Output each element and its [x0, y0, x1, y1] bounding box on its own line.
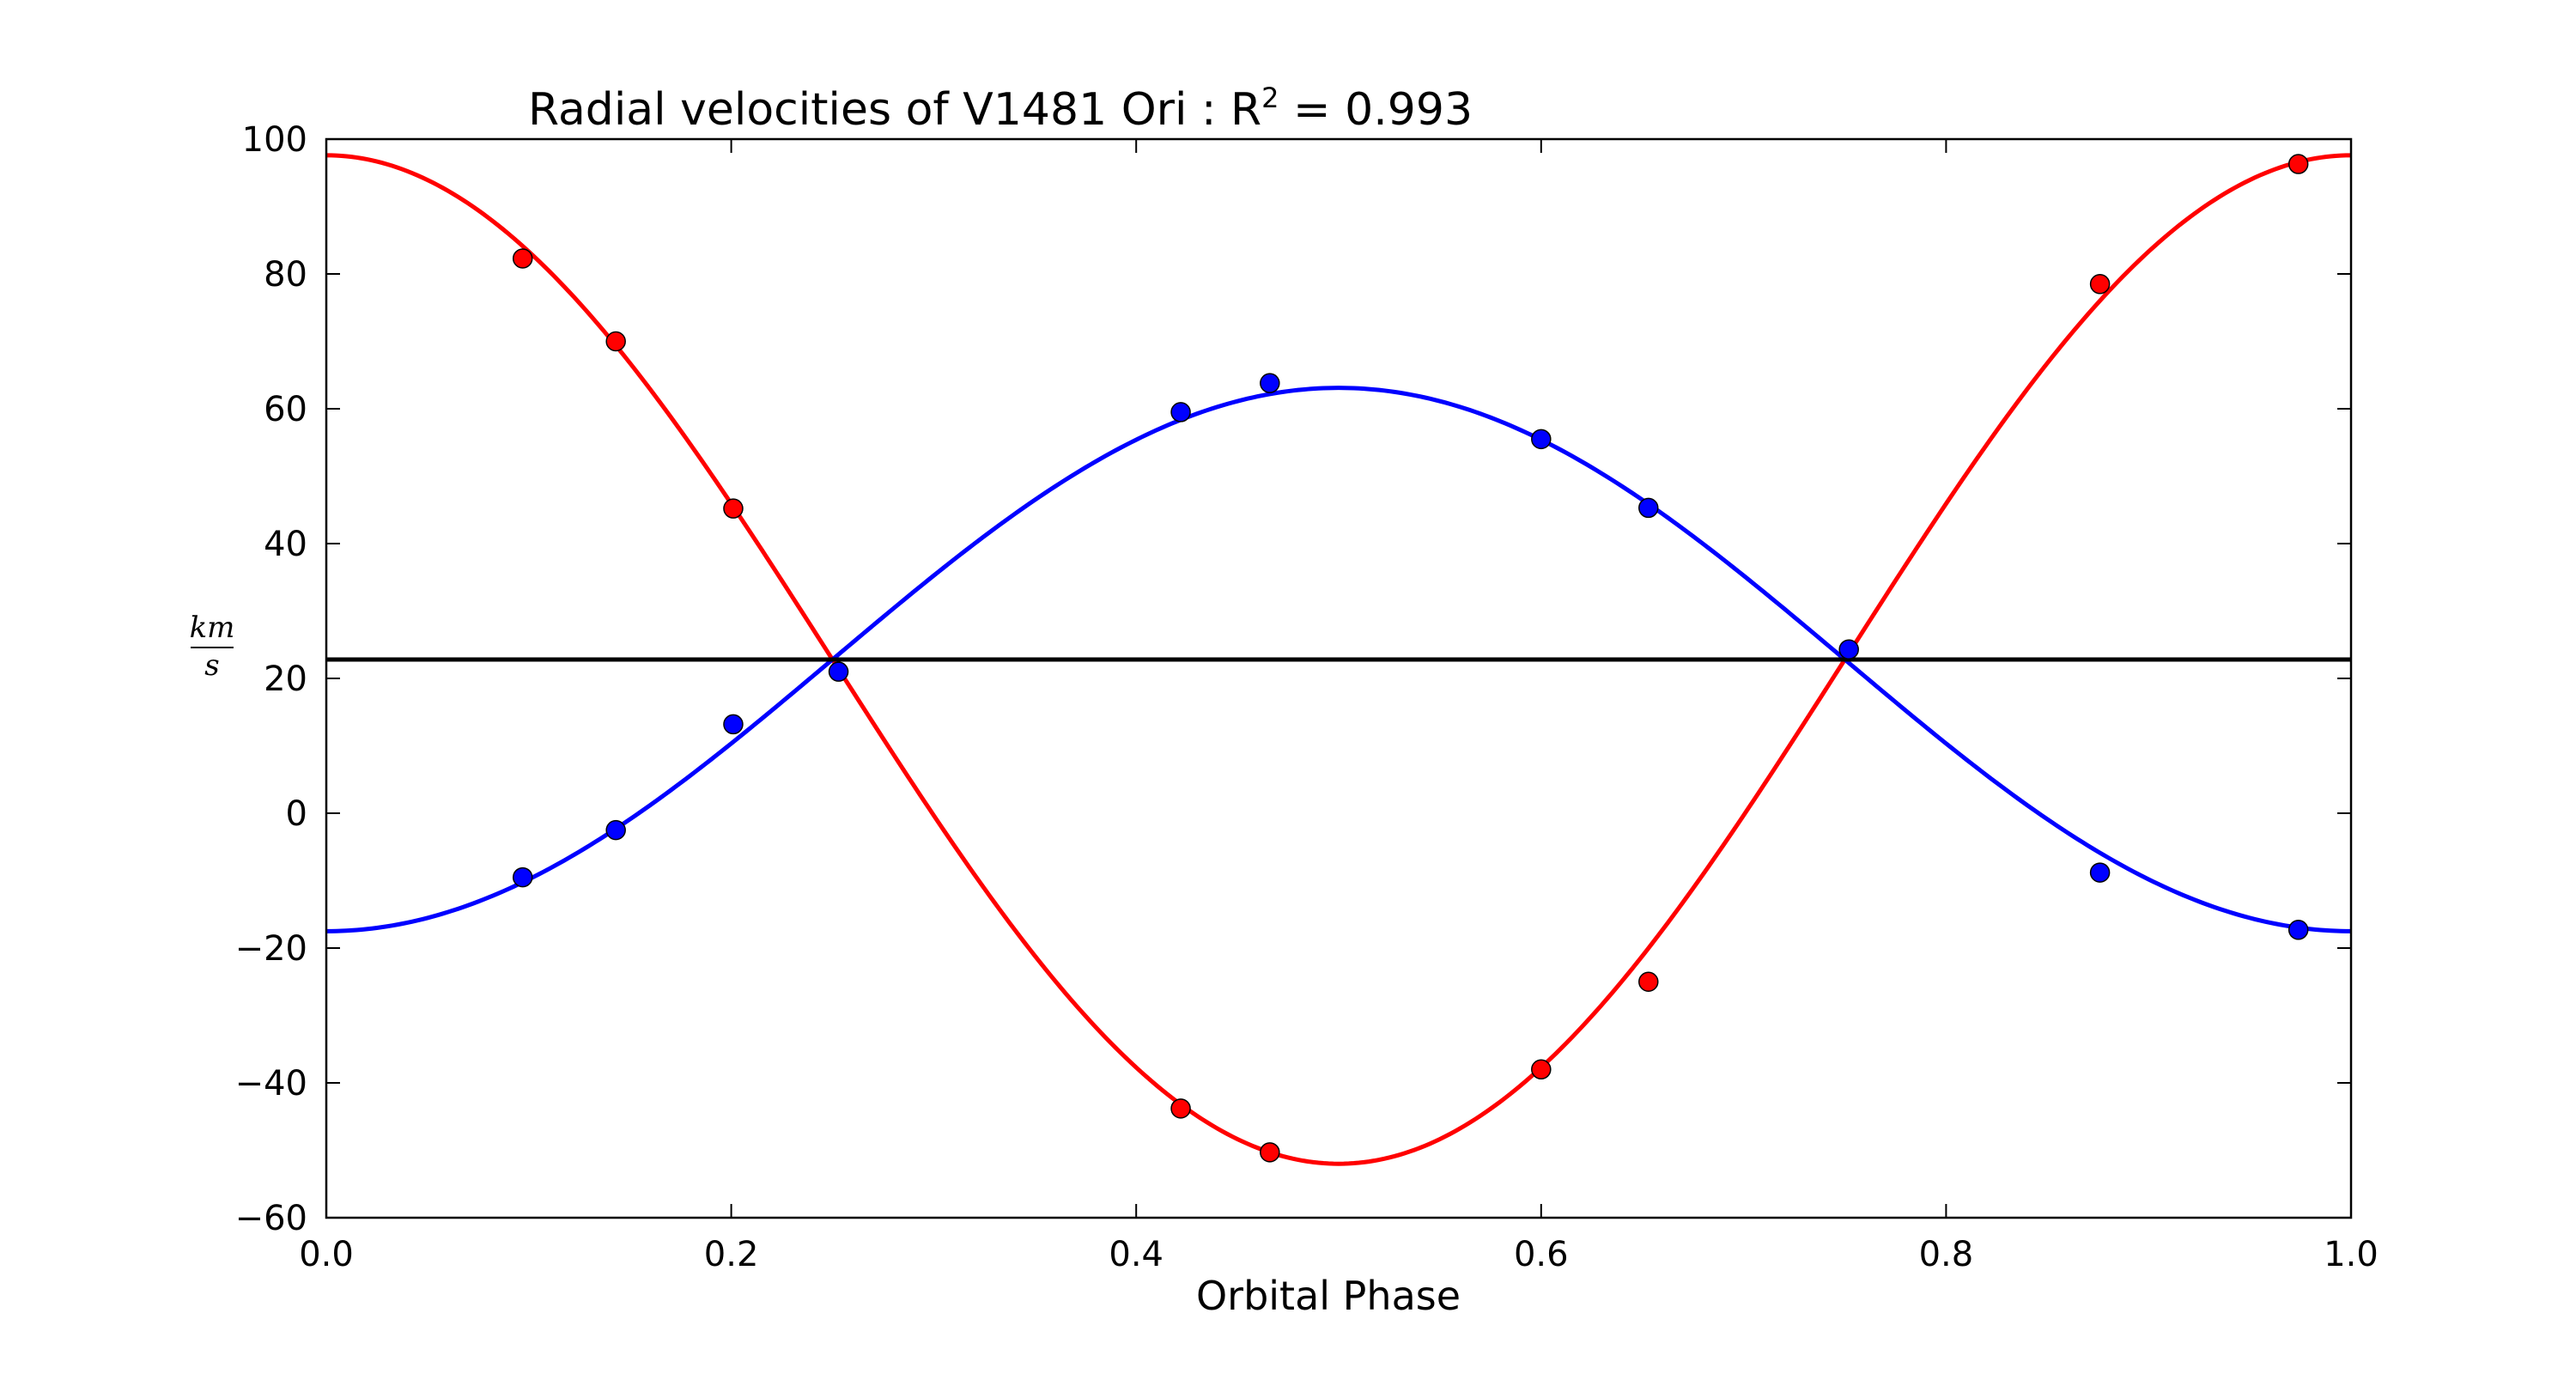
- y-tick-label: 60: [264, 390, 307, 429]
- fit-curve-2: [325, 386, 2352, 933]
- y-tick-label: −40: [235, 1064, 307, 1103]
- data-point-series1-9: [2287, 154, 2309, 174]
- y-tick-label: 0: [286, 794, 307, 834]
- data-point-series1-5: [1260, 1142, 1280, 1163]
- data-point-series2-7: [1531, 429, 1552, 450]
- y-tick-label: −60: [235, 1199, 307, 1238]
- data-point-series2-6: [1260, 373, 1280, 393]
- x-tick-label: 0.0: [299, 1235, 354, 1274]
- data-point-series1-6: [1531, 1059, 1552, 1080]
- plot-area: 0.0 0.2 0.4 0.6 0.8 1.0 −60 −40 −20 0 20 40 60 80 100: [235, 120, 2379, 1274]
- y-tick-label: 20: [264, 660, 307, 699]
- data-point-series1-1: [512, 248, 533, 269]
- data-point-series2-3: [723, 714, 744, 735]
- data-point-series2-9: [1838, 639, 1859, 660]
- data-point-series2-11: [2287, 920, 2309, 940]
- data-point-series1-7: [1638, 971, 1659, 992]
- data-point-series1-3: [723, 498, 744, 519]
- fit-curve-1: [325, 153, 2352, 1166]
- data-point-series2-5: [1170, 402, 1191, 423]
- x-tick-label: 1.0: [2324, 1235, 2379, 1274]
- x-tick-label: 0.4: [1109, 1235, 1163, 1274]
- chart-title-superscript: 2: [1261, 82, 1279, 114]
- data-point-series2-1: [512, 866, 533, 888]
- chart-title-prefix: Radial velocities of V1481 Ori : R: [528, 84, 1261, 136]
- x-tick-label: 0.6: [1514, 1235, 1569, 1274]
- data-point-series1-8: [2089, 274, 2111, 295]
- chart-title: Radial velocities of V1481 Ori : R2 = 0.…: [528, 82, 1473, 136]
- x-tick-label: 0.8: [1919, 1235, 1974, 1274]
- y-axis-label-denominator: s: [204, 648, 219, 683]
- y-tick-label: 100: [242, 120, 307, 160]
- y-axis-label-numerator: km: [190, 611, 235, 645]
- axes-frame: [325, 137, 2353, 1219]
- data-point-series1-4: [1170, 1098, 1191, 1119]
- data-point-series2-2: [605, 819, 626, 841]
- data-point-series2-8: [1638, 497, 1659, 519]
- chart-title-suffix: = 0.993: [1279, 84, 1473, 136]
- data-point-series2-4: [828, 661, 849, 682]
- data-point-series1-2: [605, 331, 626, 352]
- y-tick-label: −20: [235, 929, 307, 969]
- y-tick-label: 40: [264, 525, 307, 564]
- x-axis-label: Orbital Phase: [1196, 1273, 1461, 1319]
- x-tick-label: 0.2: [704, 1235, 759, 1274]
- y-tick-label: 80: [264, 255, 307, 295]
- data-point-series2-10: [2089, 862, 2111, 883]
- y-axis-label: km s: [190, 611, 235, 683]
